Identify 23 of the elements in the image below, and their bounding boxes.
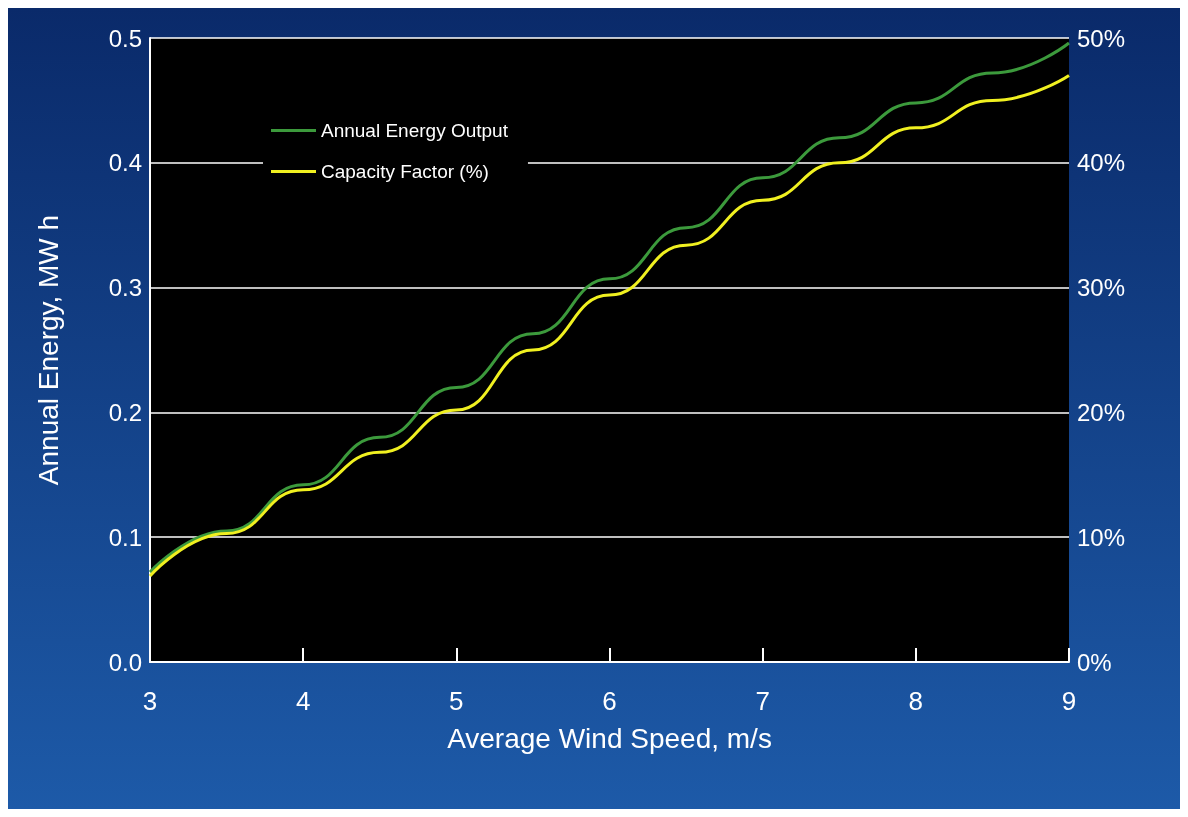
x-tick-label: 7 (755, 686, 770, 716)
x-tick-label: 4 (295, 686, 311, 716)
x-tick-label: 3 (142, 686, 158, 716)
y2-tick-label: 0% (1077, 648, 1112, 676)
y-tick-label: 0.5 (108, 24, 142, 52)
x-tick-label: 6 (602, 686, 617, 716)
x-tick-label: 5 (449, 686, 464, 716)
y-tick-label: 0.1 (108, 523, 142, 551)
y-tick-label: 0.3 (108, 274, 142, 302)
y2-tick-label: 50% (1077, 24, 1126, 52)
legend-label: Annual Energy Output (321, 120, 509, 141)
y-tick-label: 0.2 (108, 398, 142, 426)
legend-label: Capacity Factor (%) (321, 161, 489, 182)
y-axis-title: Annual Energy, MW h (32, 214, 64, 486)
y2-tick-label: 20% (1077, 398, 1126, 426)
y-tick-label: 0.0 (108, 648, 142, 676)
x-axis-title: Average Wind Speed, m/s (447, 722, 772, 754)
y-tick-label: 0.4 (108, 149, 142, 177)
y2-tick-label: 30% (1077, 274, 1126, 302)
y2-tick-label: 40% (1077, 149, 1126, 177)
x-tick-label: 8 (908, 686, 924, 716)
y2-tick-label: 10% (1077, 523, 1126, 551)
x-tick-label: 9 (1061, 686, 1077, 716)
